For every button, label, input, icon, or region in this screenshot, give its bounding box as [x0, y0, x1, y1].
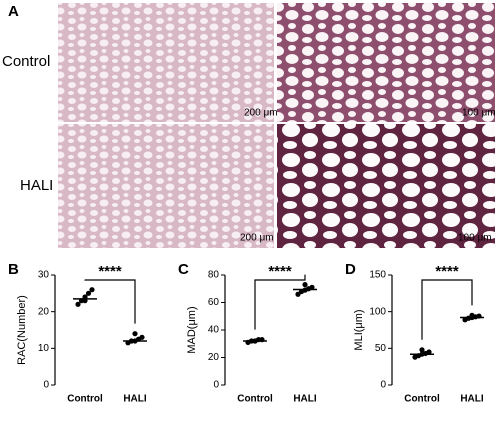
x-tick-label: HALI	[460, 394, 484, 405]
panel-label: D	[345, 261, 356, 278]
scale-bar-label: 100 μm	[462, 108, 496, 119]
data-point	[295, 291, 301, 297]
y-tick-label: 150	[369, 270, 386, 281]
y-tick-label: 30	[38, 270, 50, 281]
significance-bracket	[254, 274, 306, 330]
x-tick-label: HALI	[123, 394, 147, 405]
y-tick-label: 60	[208, 297, 220, 308]
significance-label: ****	[435, 263, 459, 280]
histology-image	[277, 3, 495, 122]
data-point	[419, 347, 425, 353]
y-tick-label: 40	[208, 325, 220, 336]
significance-label: ****	[268, 263, 292, 280]
panel-label: B	[8, 261, 19, 278]
y-axis-label: MAD(μm)	[186, 306, 198, 353]
histology-image	[58, 124, 274, 248]
data-point	[469, 312, 475, 318]
histology-image	[277, 124, 495, 248]
data-point	[85, 290, 92, 296]
histology-image	[58, 3, 274, 122]
y-tick-label: 80	[208, 270, 220, 281]
data-point	[426, 349, 432, 355]
significance-label: ****	[98, 263, 122, 280]
x-tick-label: Control	[404, 394, 440, 405]
scale-bar-label: 100 μm	[458, 233, 492, 244]
y-tick-label: 20	[208, 352, 220, 363]
scale-bar-label: 200 μm	[240, 233, 274, 244]
panel-label: C	[178, 261, 189, 278]
y-tick-label: 0	[43, 380, 49, 391]
y-axis-label: RAC(Number)	[16, 295, 28, 365]
data-point	[309, 284, 315, 290]
scale-bar-label: 200 μm	[244, 108, 278, 119]
y-tick-label: 10	[38, 343, 50, 354]
y-axis-label: MLI(μm)	[353, 309, 365, 350]
y-tick-label: 0	[213, 380, 219, 391]
data-point	[132, 331, 138, 337]
row-label: HALI	[20, 177, 53, 194]
significance-bracket	[421, 279, 473, 340]
data-point	[302, 282, 308, 288]
x-tick-label: HALI	[293, 394, 317, 405]
data-point	[139, 334, 145, 340]
data-point	[89, 287, 95, 293]
data-point	[75, 301, 81, 307]
significance-bracket	[84, 279, 136, 324]
panel-label: A	[8, 3, 19, 20]
y-tick-label: 100	[369, 306, 386, 317]
y-tick-label: 0	[380, 380, 386, 391]
x-tick-label: Control	[67, 394, 103, 405]
row-label: Control	[2, 53, 50, 70]
y-tick-label: 20	[38, 306, 50, 317]
y-tick-label: 50	[375, 343, 387, 354]
x-tick-label: Control	[237, 394, 273, 405]
